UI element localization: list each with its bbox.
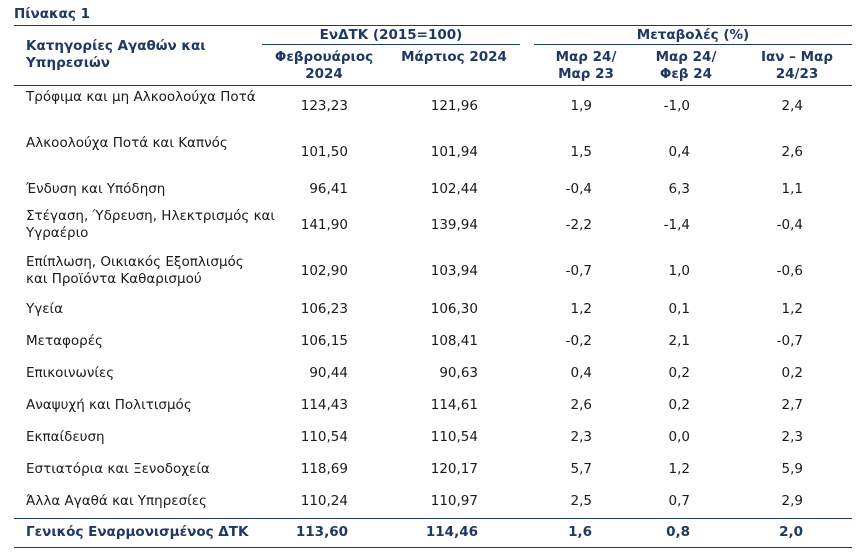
row-ch3: 2,9 — [781, 493, 803, 509]
header-col-feb: Φεβρουάριος 2024 — [274, 49, 374, 82]
row-ch1: 2,6 — [570, 397, 592, 413]
row-mar: 101,94 — [430, 144, 478, 160]
row-feb: 106,15 — [300, 333, 348, 349]
total-category: Γενικός Εναρμονισμένος ΔΤΚ — [26, 524, 249, 540]
row-category: Επικοινωνίες — [26, 365, 115, 381]
header-bottom-rule — [14, 85, 852, 86]
row-category: Εκπαίδευση — [26, 429, 105, 445]
row-ch1: -0,4 — [565, 181, 592, 197]
row-category: Ένδυση και Υπόδηση — [26, 181, 166, 197]
row-category: Τρόφιμα και μη Αλκοολούχα Ποτά — [26, 89, 256, 105]
row-ch2: 0,2 — [668, 365, 690, 381]
row-ch3: -0,6 — [776, 263, 803, 279]
row-ch1: 2,3 — [570, 429, 592, 445]
total-ch2: 0,8 — [666, 524, 690, 540]
header-col-ch2: Μαρ 24/ Φεβ 24 — [655, 49, 717, 82]
row-category: Επίπλωση, Οικιακός Εξοπλισμός και Προϊόν… — [26, 254, 244, 287]
row-ch2: 0,0 — [668, 429, 690, 445]
row-mar: 102,44 — [430, 181, 478, 197]
row-category: Εστιατόρια και Ξενοδοχεία — [26, 461, 210, 477]
row-ch2: 2,1 — [668, 333, 690, 349]
row-ch3: 2,3 — [781, 429, 803, 445]
row-ch1: 0,4 — [570, 365, 592, 381]
row-ch2: 0,1 — [668, 301, 690, 317]
row-ch3: 0,2 — [781, 365, 803, 381]
row-ch2: 1,2 — [668, 461, 690, 477]
row-ch1: 2,5 — [570, 493, 592, 509]
row-feb: 106,23 — [300, 301, 348, 317]
row-category: Αναψυχή και Πολιτισμός — [26, 397, 192, 413]
row-ch2: 0,4 — [668, 144, 690, 160]
header-col-mar: Μάρτιος 2024 — [401, 49, 507, 65]
row-ch3: 2,4 — [781, 98, 803, 114]
header-col-ch3: Ιαν – Μαρ 24/23 — [760, 49, 833, 82]
row-ch1: 1,2 — [570, 301, 592, 317]
row-feb: 102,90 — [300, 263, 348, 279]
row-category: Αλκοολούχα Ποτά και Καπνός — [26, 135, 228, 151]
row-ch2: 0,2 — [668, 397, 690, 413]
header-group-index: ΕνΔΤΚ (2015=100) — [319, 27, 463, 43]
row-ch2: 1,0 — [668, 263, 690, 279]
row-category: Υγεία — [26, 301, 63, 317]
row-ch1: 1,9 — [570, 98, 592, 114]
row-ch3: 2,6 — [781, 144, 803, 160]
total-ch3: 2,0 — [779, 524, 803, 540]
header-group-change-rule — [534, 44, 852, 45]
bottom-rule — [14, 547, 852, 548]
row-ch2: -1,4 — [663, 217, 690, 233]
top-rule — [14, 25, 852, 26]
row-mar: 139,94 — [430, 217, 478, 233]
total-ch1: 1,6 — [568, 524, 592, 540]
row-feb: 110,54 — [300, 429, 348, 445]
row-ch3: 1,1 — [781, 181, 803, 197]
row-ch2: 0,7 — [668, 493, 690, 509]
row-ch2: 6,3 — [668, 181, 690, 197]
row-feb: 90,44 — [309, 365, 348, 381]
row-feb: 118,69 — [300, 461, 348, 477]
row-category: Μεταφορές — [26, 333, 103, 349]
row-mar: 110,97 — [430, 493, 478, 509]
row-ch3: 2,7 — [781, 397, 803, 413]
row-feb: 141,90 — [300, 217, 348, 233]
row-mar: 110,54 — [430, 429, 478, 445]
row-feb: 110,24 — [300, 493, 348, 509]
row-ch3: -0,7 — [776, 333, 803, 349]
row-feb: 96,41 — [309, 181, 348, 197]
row-ch1: 1,5 — [570, 144, 592, 160]
row-category: Άλλα Αγαθά και Υπηρεσίες — [26, 493, 207, 509]
row-ch1: -0,2 — [565, 333, 592, 349]
header-group-index-rule — [262, 44, 520, 45]
total-feb: 113,60 — [295, 524, 348, 540]
row-ch2: -1,0 — [663, 98, 690, 114]
row-mar: 106,30 — [430, 301, 478, 317]
row-mar: 90,63 — [439, 365, 478, 381]
row-mar: 114,61 — [430, 397, 478, 413]
table-caption: Πίνακας 1 — [14, 6, 90, 22]
row-mar: 120,17 — [430, 461, 478, 477]
total-top-rule — [14, 518, 852, 519]
row-ch3: 5,9 — [781, 461, 803, 477]
row-ch3: 1,2 — [781, 301, 803, 317]
row-category: Στέγαση, Ύδρευση, Ηλεκτρισμός και Υγραέρ… — [26, 208, 276, 241]
header-category: Κατηγορίες Αγαθών και Υπηρεσιών — [26, 38, 206, 71]
total-mar: 114,46 — [425, 524, 478, 540]
row-ch1: -2,2 — [565, 217, 592, 233]
row-feb: 101,50 — [300, 144, 348, 160]
row-mar: 103,94 — [430, 263, 478, 279]
row-ch1: -0,7 — [565, 263, 592, 279]
row-feb: 114,43 — [300, 397, 348, 413]
row-feb: 123,23 — [300, 98, 348, 114]
header-group-change: Μεταβολές (%) — [636, 27, 750, 43]
row-mar: 108,41 — [430, 333, 478, 349]
row-mar: 121,96 — [430, 98, 478, 114]
row-ch1: 5,7 — [570, 461, 592, 477]
header-col-ch1: Μαρ 24/ Μαρ 23 — [555, 49, 617, 82]
row-ch3: -0,4 — [776, 217, 803, 233]
